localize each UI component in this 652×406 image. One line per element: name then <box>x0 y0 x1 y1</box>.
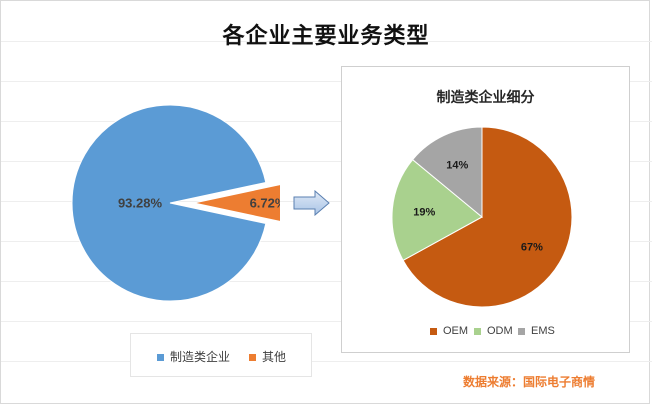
legend-item-other: 其他 <box>249 348 286 365</box>
legend-swatch <box>157 354 164 362</box>
gridline <box>1 41 652 42</box>
legend-label: EMS <box>531 325 555 337</box>
legend-label: 其他 <box>262 350 287 364</box>
pie-slice-制造类企业 <box>71 104 267 302</box>
gridline <box>1 321 652 322</box>
pie-slice-其他 <box>193 184 280 222</box>
gridline <box>1 161 652 162</box>
legend-label: ODM <box>487 325 513 337</box>
data-label-ODM: 19% <box>413 206 435 218</box>
pie-slice-OEM <box>402 126 573 308</box>
data-source: 数据来源：国际电子商情 <box>463 375 596 389</box>
legend-swatch <box>430 327 437 335</box>
gridline <box>1 81 652 82</box>
legend-swatch <box>249 354 256 362</box>
data-label-OEM: 67% <box>521 241 543 253</box>
legend-swatch <box>474 327 481 335</box>
gridline <box>1 241 652 242</box>
data-label-其他: 6.72% <box>250 196 280 211</box>
main-pie-chart: 93.28% 6.72% <box>71 104 280 302</box>
main-legend: 制造类企业 其他 <box>130 333 312 377</box>
pie-slice-ODM <box>391 158 483 262</box>
legend-item-manufacturing: 制造类企业 <box>157 348 230 365</box>
legend-swatch <box>518 327 525 335</box>
sub-chart-title: 制造类企业细分 <box>436 89 535 105</box>
sub-pie-chart: 67% 19% 14% <box>391 126 573 308</box>
gridline <box>1 121 652 122</box>
legend-item-oem: OEM <box>430 325 468 337</box>
data-label-EMS: 14% <box>446 159 468 171</box>
data-label-制造类企业: 93.28% <box>118 196 163 211</box>
gridline <box>1 281 652 282</box>
sub-chart-panel: 制造类企业细分 67% 19% 14% OEM ODM EMS <box>341 66 630 353</box>
legend-item-ems: EMS <box>518 325 555 337</box>
pie-slice-EMS <box>411 126 483 219</box>
main-chart-title: 各企业主要业务类型 <box>222 23 430 48</box>
gridline <box>1 361 652 362</box>
arrow-right-icon <box>293 190 330 216</box>
legend-item-odm: ODM <box>474 325 513 337</box>
legend-label: OEM <box>443 325 469 337</box>
legend-label: 制造类企业 <box>170 350 231 364</box>
